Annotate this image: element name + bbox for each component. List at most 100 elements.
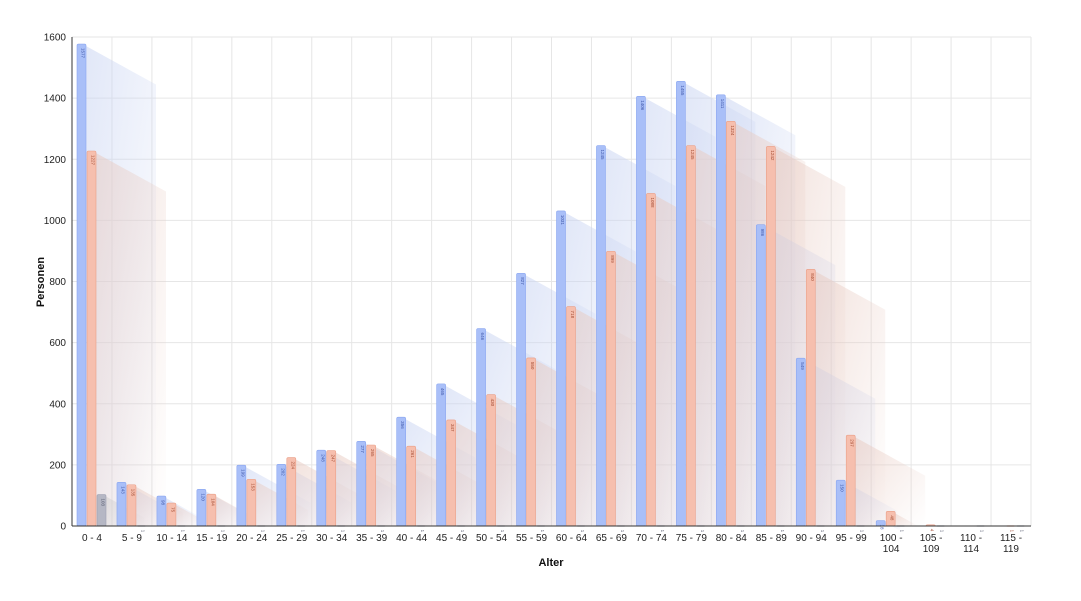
bar-value-label: 4 <box>930 529 935 532</box>
x-tick-label: 105 -109 <box>920 533 943 555</box>
bar-series-2[interactable] <box>606 250 616 527</box>
bar-value-label: 153 <box>250 483 255 491</box>
bar-series-1[interactable] <box>396 416 406 527</box>
bar-series-1[interactable] <box>516 272 526 527</box>
bar-series-2[interactable] <box>366 444 377 527</box>
bar-series-1[interactable] <box>76 43 87 527</box>
bar-series-1[interactable] <box>596 145 606 527</box>
bar-value-label: 98 <box>160 500 165 506</box>
bar-value-label: 1 <box>860 530 865 533</box>
x-tick-label: 60 - 64 <box>556 533 588 544</box>
bar-series-1[interactable] <box>436 383 446 527</box>
bar-series-2[interactable] <box>486 394 496 527</box>
bar-value-label: 1 <box>140 530 145 533</box>
bar-value-label: 1324 <box>730 125 735 136</box>
x-tick-label: 70 - 74 <box>636 533 668 544</box>
bar-series-1[interactable] <box>716 94 726 527</box>
x-tick-label: 90 - 94 <box>796 533 828 544</box>
y-tick-label: 1400 <box>44 94 67 105</box>
bar-value-label: 1 <box>700 530 705 533</box>
bar-series-2[interactable] <box>406 445 416 527</box>
bar-value-label: 1577 <box>81 48 86 59</box>
bar-series-1[interactable] <box>676 81 686 527</box>
bar-value-label: 1 <box>260 530 265 533</box>
x-tick-label: 45 - 49 <box>436 533 468 544</box>
bar-series-2[interactable] <box>86 150 97 527</box>
y-tick-label: 600 <box>49 338 66 349</box>
bar-series-2[interactable] <box>726 121 736 527</box>
bar-value-label: 1 <box>180 530 185 533</box>
x-tick-label: 15 - 19 <box>196 533 228 544</box>
x-tick-label: 95 - 99 <box>836 533 868 544</box>
x-tick-label: 40 - 44 <box>396 533 428 544</box>
bar-value-label: 120 <box>200 493 205 501</box>
y-tick-label: 1200 <box>44 155 67 166</box>
bar-series-1[interactable] <box>476 328 486 527</box>
x-tick-label: 55 - 59 <box>516 533 548 544</box>
bar-series-1[interactable] <box>356 441 367 527</box>
x-tick-label: 80 - 84 <box>716 533 748 544</box>
bar-value-label: 18 <box>880 524 885 530</box>
bar-series-2[interactable] <box>566 306 576 527</box>
bar-series-2[interactable] <box>686 145 696 527</box>
bar-value-label: 1242 <box>770 150 775 161</box>
bar-value-label: 1088 <box>650 197 655 208</box>
x-tick-label: 100 -104 <box>880 533 903 555</box>
bar-value-label: 202 <box>280 468 285 476</box>
bar-value-label: 135 <box>130 489 135 497</box>
y-axis-title: Personen <box>35 257 47 307</box>
bar-series-2[interactable] <box>765 146 776 527</box>
bar-shadow <box>855 437 926 526</box>
bar-series-2[interactable] <box>646 193 656 527</box>
x-tick-label: 75 - 79 <box>676 533 708 544</box>
x-tick-label: 50 - 54 <box>476 533 508 544</box>
bar-series-1[interactable] <box>755 224 766 527</box>
bar-value-label: 1 <box>660 530 665 533</box>
bar-value-label: 1 <box>540 530 545 533</box>
bar-value-label: 1 <box>340 530 345 533</box>
bar-series-2[interactable] <box>845 434 856 527</box>
bar-value-label: 143 <box>120 486 125 494</box>
bar-series-1[interactable] <box>636 95 646 527</box>
bar-value-label: 1 <box>460 530 465 533</box>
bar-value-label: 465 <box>440 388 445 396</box>
bar-value-label: 646 <box>480 333 485 341</box>
bar-value-label: 1 <box>1020 530 1025 533</box>
bar-series-1[interactable] <box>795 357 806 527</box>
bar-value-label: 1406 <box>640 100 645 111</box>
x-tick-label: 110 -114 <box>960 533 982 555</box>
bar-value-label: 104 <box>210 498 215 506</box>
x-axis-title: Alter <box>538 557 564 569</box>
x-tick-label: 65 - 69 <box>596 533 628 544</box>
x-tick-label: 10 - 14 <box>156 533 188 544</box>
bar-series-1[interactable] <box>556 210 566 527</box>
y-tick-label: 1600 <box>44 33 67 44</box>
bar-value-label: 549 <box>800 362 805 370</box>
bar-value-label: 827 <box>520 277 525 285</box>
bar-value-label: 1 <box>380 530 385 533</box>
bar-value-label: 1 <box>580 530 585 533</box>
bar-value-label: 1227 <box>91 155 96 166</box>
bar-series-2[interactable] <box>446 419 456 527</box>
bar-value-label: 986 <box>760 229 765 237</box>
y-tick-label: 1000 <box>44 216 67 227</box>
x-tick-label: 85 - 89 <box>756 533 788 544</box>
bar-value-label: 1031 <box>560 215 565 226</box>
bar-value-label: 347 <box>450 424 455 432</box>
x-tick-label: 20 - 24 <box>236 533 268 544</box>
bar-value-label: 261 <box>410 450 415 458</box>
bar-value-label: 75 <box>170 507 175 513</box>
bar-value-label: 899 <box>610 255 615 263</box>
bar-series-2[interactable] <box>526 357 536 527</box>
bar-value-label: 718 <box>570 311 575 319</box>
bar-value-label: 224 <box>290 462 295 470</box>
bar-series-2[interactable] <box>805 268 816 527</box>
x-tick-label: 30 - 34 <box>316 533 348 544</box>
bar-value-label: 1 <box>500 530 505 533</box>
bar-value-label: 248 <box>320 454 325 462</box>
y-tick-label: 0 <box>60 522 66 533</box>
bar-value-label: 1 <box>940 530 945 533</box>
y-tick-label: 200 <box>49 460 66 471</box>
bar-value-label: 1 <box>1010 530 1015 533</box>
